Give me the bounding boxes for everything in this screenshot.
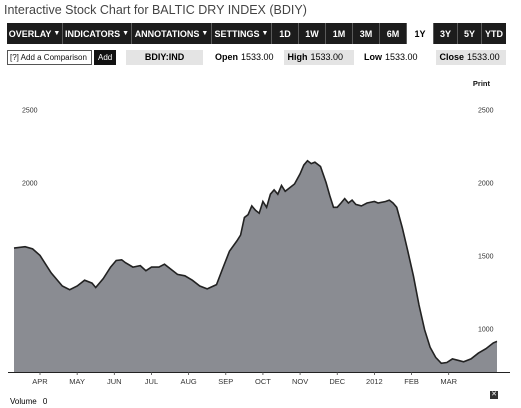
y-tick-right-2000: 2000 <box>478 181 494 188</box>
caret-down-icon: ▼ <box>122 30 130 37</box>
range-3m-button[interactable]: 3M <box>353 23 380 44</box>
add-comparison-button[interactable]: Add <box>94 50 117 65</box>
volume-value: 0 <box>42 397 48 406</box>
x-tick-oct: OCT <box>255 377 271 386</box>
settings-menu-label: SETTINGS <box>214 28 260 39</box>
high-label: High <box>287 52 308 62</box>
price-line <box>13 159 498 365</box>
range-5y-button[interactable]: 5Y <box>458 23 482 44</box>
x-tick-jun: JUN <box>107 377 122 386</box>
low-value: 1533.00 <box>384 52 418 62</box>
close-stat: Close 1533.00 <box>435 50 506 65</box>
caret-down-icon: ▼ <box>201 30 209 37</box>
high-value: 1533.00 <box>310 52 344 62</box>
annotations-menu-button[interactable]: ANNOTATIONS ▼ <box>132 23 212 44</box>
y-tick-left-2000: 2000 <box>22 181 38 188</box>
x-tick-dec: DEC <box>329 377 345 386</box>
annotations-menu-label: ANNOTATIONS <box>134 28 200 39</box>
comparison-input[interactable] <box>7 50 92 65</box>
range-3y-button[interactable]: 3Y <box>434 23 458 44</box>
overlay-menu-label: OVERLAY <box>8 28 52 39</box>
volume-label: Volume <box>10 397 37 406</box>
x-tick-feb: FEB <box>404 377 419 386</box>
open-label: Open <box>214 52 238 62</box>
close-value: 1533.00 <box>467 52 500 62</box>
x-tick-mar: MAR <box>440 377 457 386</box>
y-tick-right-1500: 1500 <box>478 253 494 260</box>
low-label: Low <box>363 52 382 62</box>
caret-down-icon: ▼ <box>261 30 269 37</box>
range-1m-button[interactable]: 1M <box>326 23 353 44</box>
range-6m-button[interactable]: 6M <box>380 23 407 44</box>
range-1y-button[interactable]: 1Y <box>407 23 434 44</box>
range-ytd-button[interactable]: YTD <box>485 28 503 39</box>
indicators-menu-label: INDICATORS <box>64 28 121 39</box>
indicators-menu-button[interactable]: INDICATORS ▼ <box>63 23 132 44</box>
x-axis: APR MAY JUN JUL AUG SEP OCT NOV DEC 2012 FEB MAR <box>8 372 510 386</box>
ticker-symbol: BDIY:IND <box>126 50 203 65</box>
close-label: Close <box>439 52 465 62</box>
open-value: 1533.00 <box>240 52 274 62</box>
low-stat: Low 1533.00 <box>360 50 422 65</box>
y-tick-right-1000: 1000 <box>478 326 494 333</box>
caret-down-icon: ▼ <box>53 30 61 37</box>
y-axis-right: 1000 1500 2000 2500 <box>478 108 494 334</box>
x-tick-sep: SEP <box>218 377 233 386</box>
x-tick-nov: NOV <box>292 377 308 386</box>
overlay-menu-button[interactable]: OVERLAY ▼ <box>7 23 63 44</box>
chart-title: Interactive Stock Chart for BALTIC DRY I… <box>4 3 307 17</box>
open-stat: Open 1533.00 <box>211 50 278 65</box>
y-tick-right-2500: 2500 <box>478 108 494 115</box>
price-area <box>14 160 497 372</box>
x-tick-apr: APR <box>32 377 48 386</box>
print-link[interactable]: Print <box>473 79 491 88</box>
x-tick-may: MAY <box>69 377 85 386</box>
close-icon[interactable]: ✕ <box>490 391 498 399</box>
y-tick-left-2500: 2500 <box>22 108 38 115</box>
volume-readout: Volume 0 <box>10 397 47 406</box>
range-1w-button[interactable]: 1W <box>299 23 326 44</box>
x-tick-2012: 2012 <box>366 377 383 386</box>
settings-menu-button[interactable]: SETTINGS ▼ <box>212 23 272 44</box>
high-stat: High 1533.00 <box>283 50 354 65</box>
chart-toolbar: OVERLAY ▼ INDICATORS ▼ ANNOTATIONS ▼ SETTIN… <box>7 23 506 44</box>
x-tick-jul: JUL <box>145 377 158 386</box>
range-1d-button[interactable]: 1D <box>272 23 299 44</box>
x-tick-aug: AUG <box>180 377 196 386</box>
